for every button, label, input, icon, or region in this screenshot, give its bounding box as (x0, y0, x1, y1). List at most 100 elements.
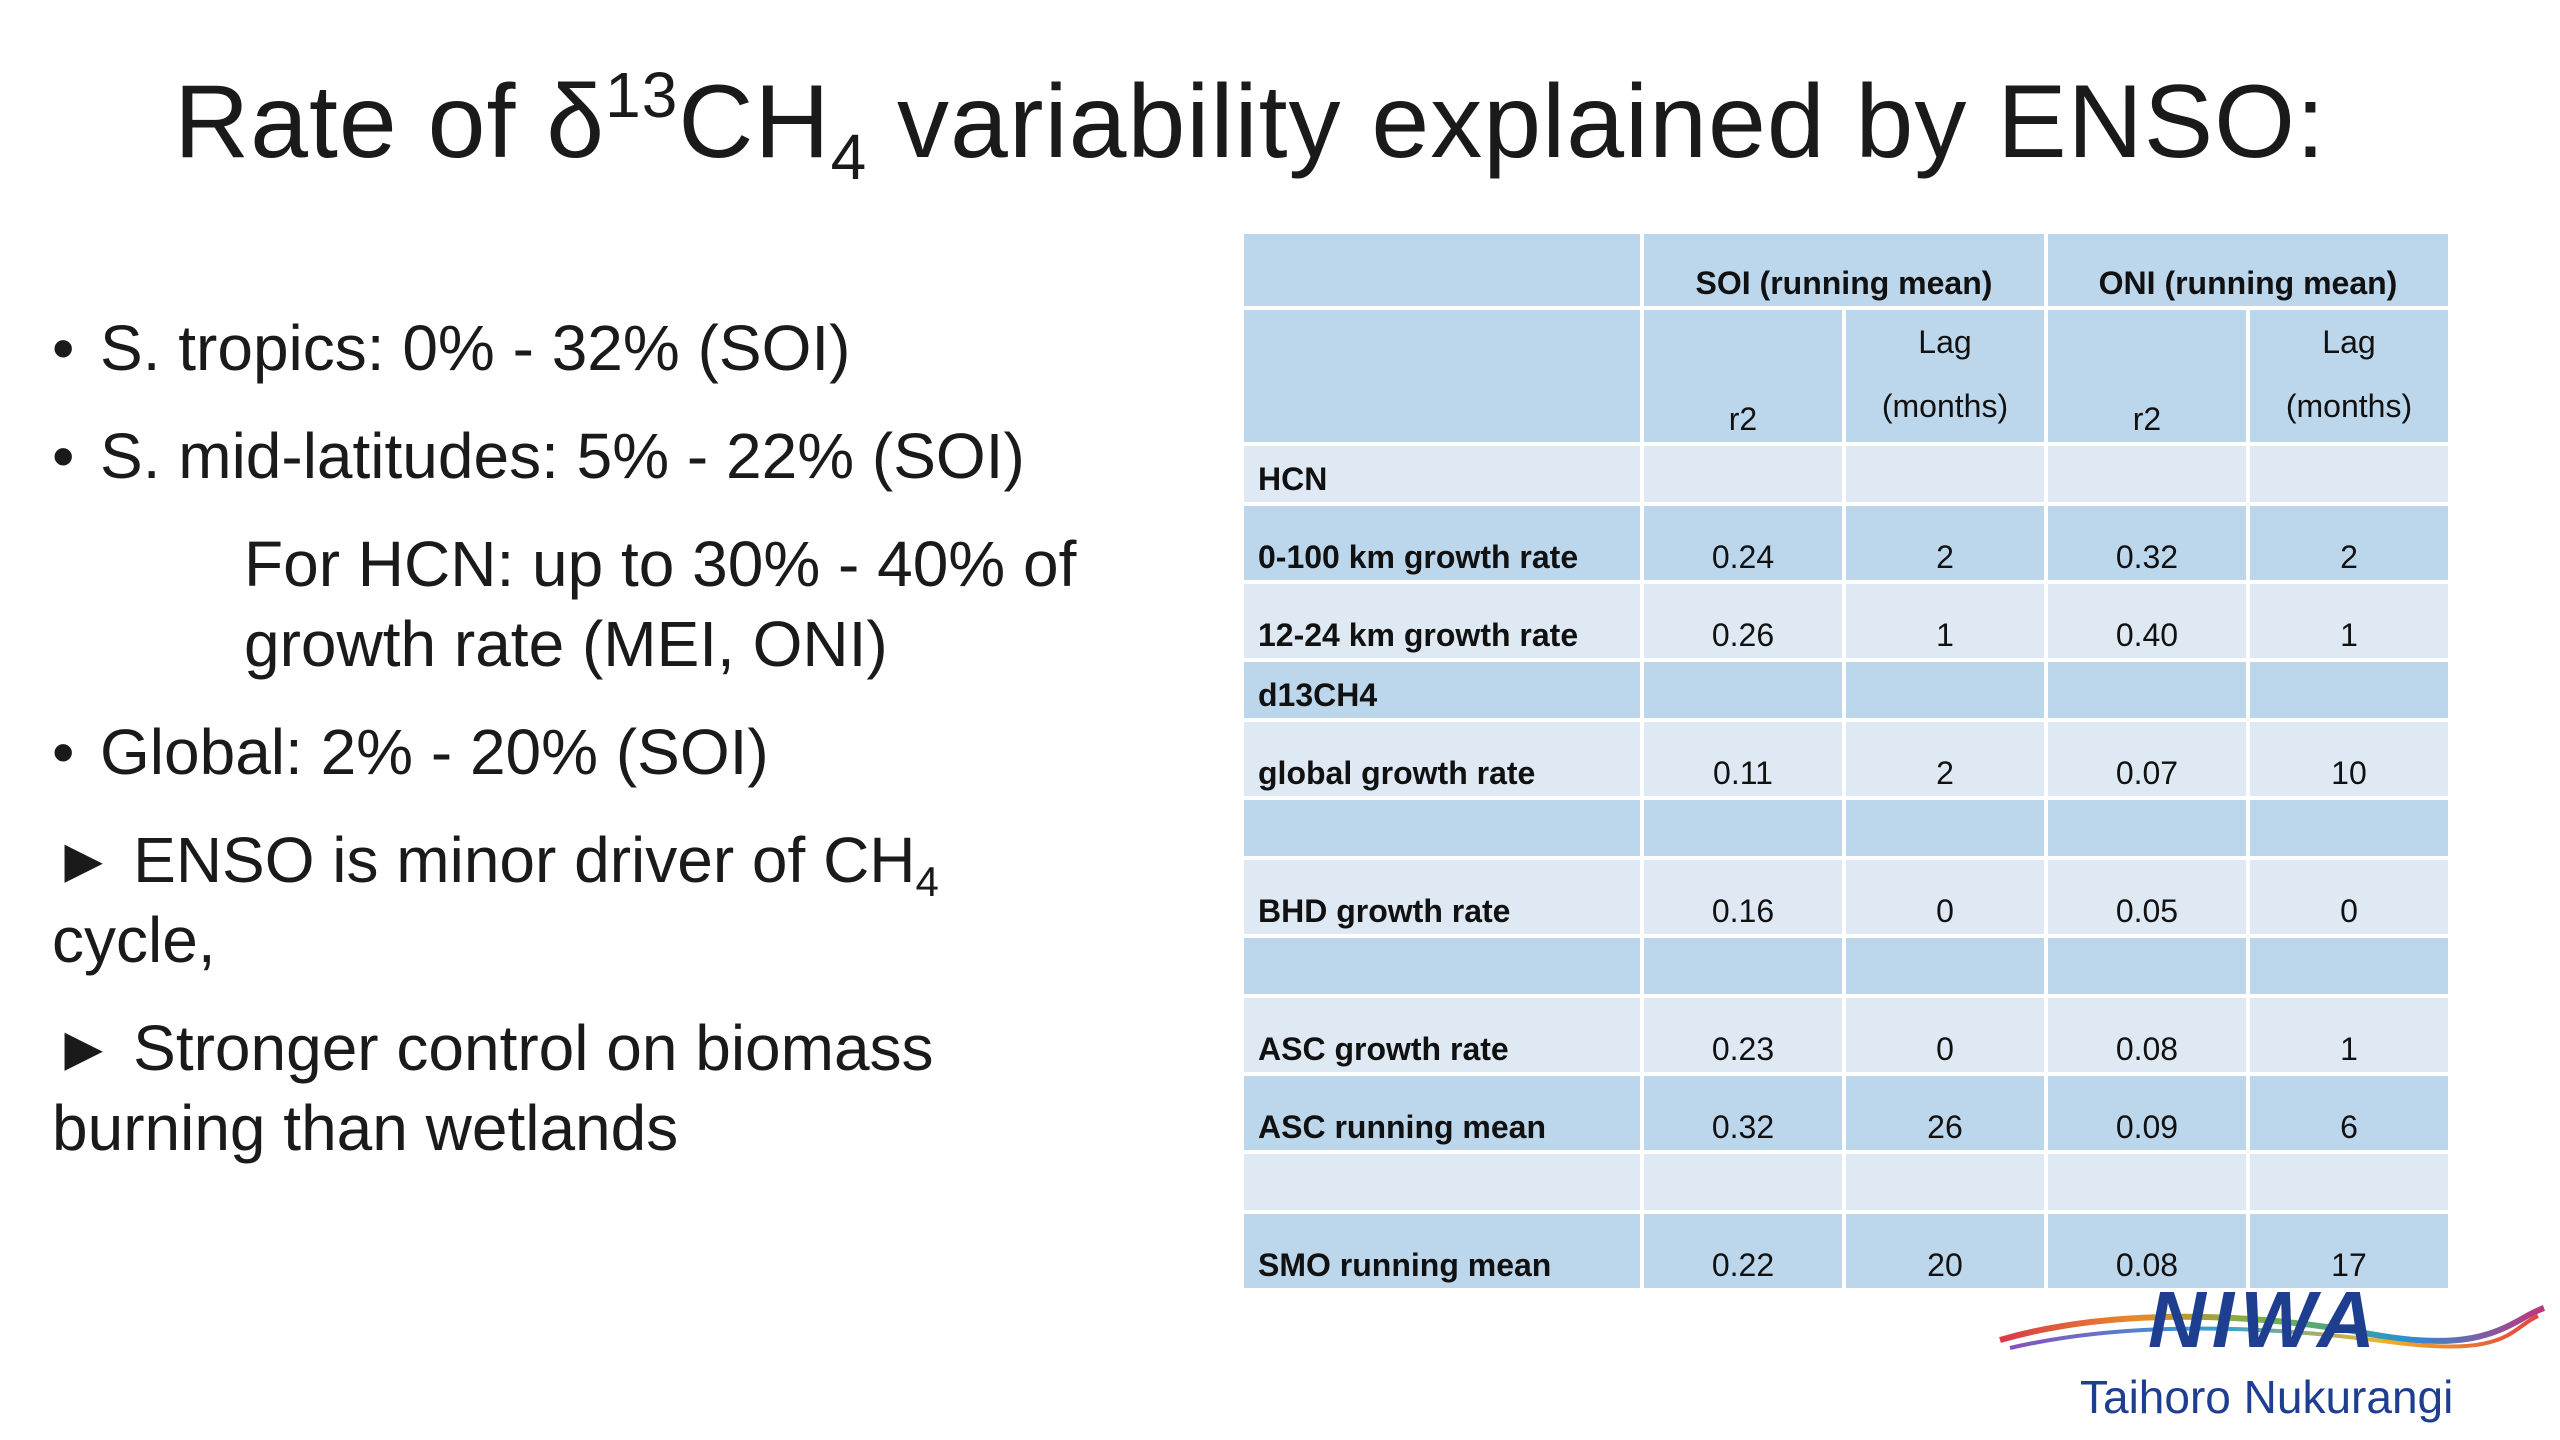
bullet-item: • S. tropics: 0% - 32% (SOI) (52, 308, 850, 388)
logo-subtitle: Taihoro Nukurangi (2080, 1371, 2454, 1423)
bullet-item: • S. mid-latitudes: 5% - 22% (SOI) (52, 416, 1025, 496)
title-text-part3: variability explained by ENSO: (867, 64, 2326, 180)
oni-lag-cell: 2 (2249, 506, 2448, 580)
oni-r2-cell: 0.05 (2047, 860, 2246, 934)
soi-lag-cell: 26 (1845, 1076, 2044, 1150)
title-superscript: 13 (605, 59, 679, 131)
table-row: 0-100 km growth rate 0.24 2 0.32 2 (1244, 506, 2448, 580)
oni-r2-cell (2047, 662, 2246, 718)
oni-group-header: ONI (running mean) (2047, 234, 2448, 306)
enso-table: SOI (running mean) ONI (running mean) r2… (1240, 230, 2452, 1288)
table-row (1244, 938, 2448, 994)
lag-header-top: Lag (1918, 324, 1972, 360)
oni-r2-cell (2047, 446, 2246, 502)
table-row: SMO running mean 0.22 20 0.08 17 (1244, 1214, 2448, 1288)
oni-r2-cell: 0.09 (2047, 1076, 2246, 1150)
table-body: HCN 0-100 km growth rate 0.24 2 0.32 2 12-24 k… (1244, 446, 2448, 1288)
soi-lag-cell (1845, 662, 2044, 718)
title-text-part1: Rate of δ (174, 64, 606, 180)
soi-r2-cell: 0.16 (1643, 860, 1842, 934)
soi-lag-cell: 1 (1845, 584, 2044, 658)
bullet-text: Global: 2% - 20% (SOI) (100, 716, 769, 788)
oni-r2-cell: 0.32 (2047, 506, 2246, 580)
oni-lag-cell: 0 (2249, 860, 2448, 934)
oni-lag-cell: 1 (2249, 584, 2448, 658)
soi-lag-header: Lag (months) (1845, 310, 2044, 442)
bullet-text: S. mid-latitudes: 5% - 22% (SOI) (100, 420, 1025, 492)
oni-r2-cell (2047, 1154, 2246, 1210)
row-label (1244, 938, 1640, 994)
arrow-item: ► ENSO is minor driver of CH4 (52, 820, 939, 903)
soi-lag-cell (1845, 938, 2044, 994)
table-corner-cell (1244, 310, 1640, 442)
soi-lag-cell: 0 (1845, 998, 2044, 1072)
soi-r2-header: r2 (1643, 310, 1842, 442)
logo-wordmark: NIWA (2148, 1275, 2381, 1364)
row-label: global growth rate (1244, 722, 1640, 796)
soi-r2-cell (1643, 1154, 1842, 1210)
soi-r2-cell (1643, 938, 1842, 994)
bullet-dot-icon: • (52, 420, 75, 492)
soi-r2-cell: 0.11 (1643, 722, 1842, 796)
soi-r2-cell (1643, 662, 1842, 718)
oni-lag-cell (2249, 662, 2448, 718)
soi-r2-cell: 0.24 (1643, 506, 1842, 580)
bullet-dot-icon: • (52, 716, 75, 788)
soi-r2-cell (1643, 800, 1842, 856)
row-label: ASC running mean (1244, 1076, 1640, 1150)
soi-r2-cell (1643, 446, 1842, 502)
bullet-text: ENSO is minor driver of CH (133, 824, 916, 896)
row-label: 0-100 km growth rate (1244, 506, 1640, 580)
soi-r2-cell: 0.32 (1643, 1076, 1842, 1150)
oni-r2-cell: 0.07 (2047, 722, 2246, 796)
oni-r2-cell: 0.08 (2047, 1214, 2246, 1288)
soi-lag-cell (1845, 446, 2044, 502)
arrow-right-icon: ► (52, 824, 116, 896)
bullet-dot-icon: • (52, 312, 75, 384)
arrow-item: ► Stronger control on biomass (52, 1008, 934, 1088)
oni-lag-cell (2249, 938, 2448, 994)
oni-r2-cell (2047, 800, 2246, 856)
row-label (1244, 1154, 1640, 1210)
soi-lag-cell (1845, 800, 2044, 856)
bullet-text: Stronger control on biomass (133, 1012, 934, 1084)
oni-lag-cell: 6 (2249, 1076, 2448, 1150)
table-row (1244, 1154, 2448, 1210)
oni-lag-cell: 10 (2249, 722, 2448, 796)
oni-r2-header: r2 (2047, 310, 2246, 442)
soi-lag-cell: 0 (1845, 860, 2044, 934)
lag-header-bottom: (months) (2285, 388, 2413, 424)
table-corner-cell (1244, 234, 1640, 306)
table-row (1244, 800, 2448, 856)
oni-r2-cell (2047, 938, 2246, 994)
soi-r2-cell: 0.23 (1643, 998, 1842, 1072)
soi-r2-cell: 0.26 (1643, 584, 1842, 658)
soi-lag-cell: 20 (1845, 1214, 2044, 1288)
title-subscript: 4 (830, 121, 868, 193)
row-label: HCN (1244, 446, 1640, 502)
row-label: d13CH4 (1244, 662, 1640, 718)
oni-lag-cell (2249, 1154, 2448, 1210)
oni-r2-cell: 0.08 (2047, 998, 2246, 1072)
bullet-text: S. tropics: 0% - 32% (SOI) (100, 312, 851, 384)
arrow-item-continuation: burning than wetlands (52, 1088, 678, 1168)
slide-title: Rate of δ13CH4 variability explained by … (0, 59, 2500, 189)
sub-bullet-line: For HCN: up to 30% - 40% of (244, 524, 1076, 604)
bullet-text: cycle, (52, 904, 216, 976)
soi-lag-cell: 2 (1845, 722, 2044, 796)
oni-r2-cell: 0.40 (2047, 584, 2246, 658)
row-label: SMO running mean (1244, 1214, 1640, 1288)
oni-lag-cell (2249, 446, 2448, 502)
table-row: ASC growth rate 0.23 0 0.08 1 (1244, 998, 2448, 1072)
logo-swoosh-icon (1999, 1305, 2546, 1350)
arrow-right-icon: ► (52, 1012, 116, 1084)
soi-lag-cell: 2 (1845, 506, 2044, 580)
lag-header-top: Lag (2322, 324, 2376, 360)
arrow-item-continuation: cycle, (52, 900, 216, 980)
soi-lag-cell (1845, 1154, 2044, 1210)
table-row: ASC running mean 0.32 26 0.09 6 (1244, 1076, 2448, 1150)
lag-header-bottom: (months) (1881, 388, 2009, 424)
table-group-header-row: SOI (running mean) ONI (running mean) (1244, 234, 2448, 306)
table-row: HCN (1244, 446, 2448, 502)
sub-bullet-line: growth rate (MEI, ONI) (244, 604, 888, 684)
